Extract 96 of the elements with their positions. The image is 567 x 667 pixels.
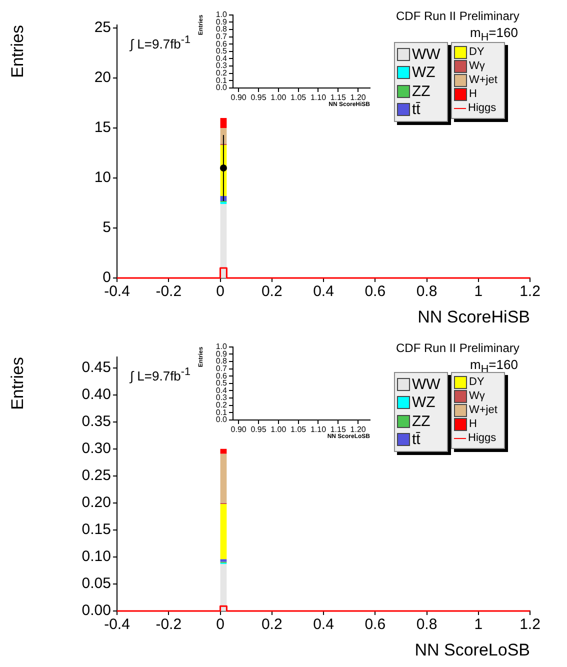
y-axis-title: Entries [8,25,27,78]
y-tick-label: 0.2 [216,400,228,410]
y-tick-label: 0.5 [216,378,228,388]
legend-label: W+jet [469,404,498,417]
legend-label: WZ [412,64,436,82]
x-tick-label: 1.2 [520,616,540,634]
x-tick-label: 0.90 [230,425,247,434]
x-axis-title: NN ScoreLoSB [414,640,530,660]
x-axis-title: NN ScoreHiSB [418,307,530,326]
legend-label: ZZ [412,82,430,100]
y-tick-label: 0.7 [216,32,228,41]
y-tick-label: 0.45 [82,358,111,376]
bar [220,454,227,503]
x-tick-label: 1.05 [290,425,307,434]
legend-label: ZZ [412,412,430,430]
legend-label: WZ [412,394,436,412]
legend-label: tt̄ [412,430,420,448]
y-tick-label: 0.35 [82,412,111,430]
x-tick-label: 1.20 [350,425,366,434]
y-tick-label: 0.0 [216,83,228,92]
x-tick-label: 0.2 [261,283,282,300]
chart-title: CDF Run II Preliminary [396,9,520,23]
bar [220,504,227,560]
y-tick-label: 0.5 [216,46,228,56]
x-tick-label: 1.15 [330,425,346,434]
annotation: ∫ L=9.7fb$^{-1}$ [130,34,191,52]
legend-label: DY [469,376,484,389]
y-tick-label: 0.7 [216,364,228,373]
y-tick-label: 0.8 [216,24,228,34]
chart-title: CDF Run II Preliminary [396,341,520,355]
y-tick-label: 0.15 [82,521,111,538]
y-tick-label: 0.9 [216,17,228,26]
y-tick-label: 5 [102,219,111,236]
legend-label: DY [469,46,484,59]
y-tick-label: 0.2 [216,68,228,78]
x-tick-label: 0.90 [230,93,247,102]
bar [220,204,227,278]
y-tick-label: 0.4 [216,54,228,63]
y-tick-label: 0.3 [216,393,228,402]
x-tick-label: 0.95 [250,425,267,434]
y-tick-label: 1.0 [216,10,228,20]
y-tick-label: 15 [94,119,111,136]
legend-label: Wγ [469,390,485,403]
bar [220,559,227,562]
y-tick-label: 0.1 [216,76,228,85]
bar [220,118,227,128]
x-tick-label: 1 [474,283,483,300]
x-tick-label: -0.2 [156,616,182,634]
y-tick-label: 0.1 [216,408,228,417]
x-tick-label: 1.15 [330,93,346,102]
y-axis-title: Entries [8,357,27,410]
legend-label: H [469,418,477,431]
x-tick-label: 1 [474,616,483,634]
x-tick-label: 1.20 [350,93,366,102]
legend-label: Higgs [468,102,496,115]
y-tick-label: 0.4 [216,386,228,395]
y-tick-label: 10 [94,169,111,186]
x-tick-label: 0.2 [261,616,282,634]
x-tick-label: 0.4 [313,283,334,300]
x-tick-label: 1.00 [270,425,287,434]
x-tick-label: 1.10 [310,425,327,434]
y-tick-label: 20 [94,69,111,86]
y-tick-label: 0.05 [82,575,111,592]
legend-label: W+jet [469,74,498,87]
x-tick-label: 0.95 [250,93,267,102]
legend-label: Wγ [469,60,485,73]
y-tick-label: 0.25 [82,467,111,484]
x-tick-label: 0.8 [416,283,438,300]
y-tick-label: 0.30 [82,440,111,458]
x-tick-label: 1.10 [310,93,327,102]
legend-label: tt̄ [412,100,420,118]
y-tick-label: 0.0 [216,415,228,424]
y-tick-label: 1.0 [216,342,228,352]
legend-label: WW [412,376,440,394]
x-tick-label: 0.4 [313,616,334,634]
y-tick-label: 0.20 [82,494,111,512]
y-tick-label: 0.6 [216,39,228,48]
x-tick-label: -0.2 [156,283,182,300]
y-tick-label: 25 [94,19,111,36]
annotation: m$_{H}$=160 [470,25,518,44]
legend-label: Higgs [468,432,496,445]
y-tick-label: 0.10 [82,548,111,566]
y-tick-label: 0.6 [216,371,228,380]
legend-label: H [469,88,477,101]
legend-label: WW [412,46,440,64]
annotation: ∫ L=9.7fb$^{-1}$ [130,366,191,384]
y-tick-label: 0.3 [216,61,228,70]
x-tick-label: 1.05 [290,93,307,102]
x-tick-label: 1.2 [520,283,540,300]
x-tick-label: 0.6 [364,616,386,634]
y-tick-label: 0.40 [82,386,111,403]
x-tick-label: 0.6 [364,283,386,300]
y-tick-label: 0.9 [216,349,228,358]
x-tick-label: 1.00 [270,93,287,102]
x-tick-label: 0.8 [416,616,438,634]
y-tick-label: 0.8 [216,356,228,366]
